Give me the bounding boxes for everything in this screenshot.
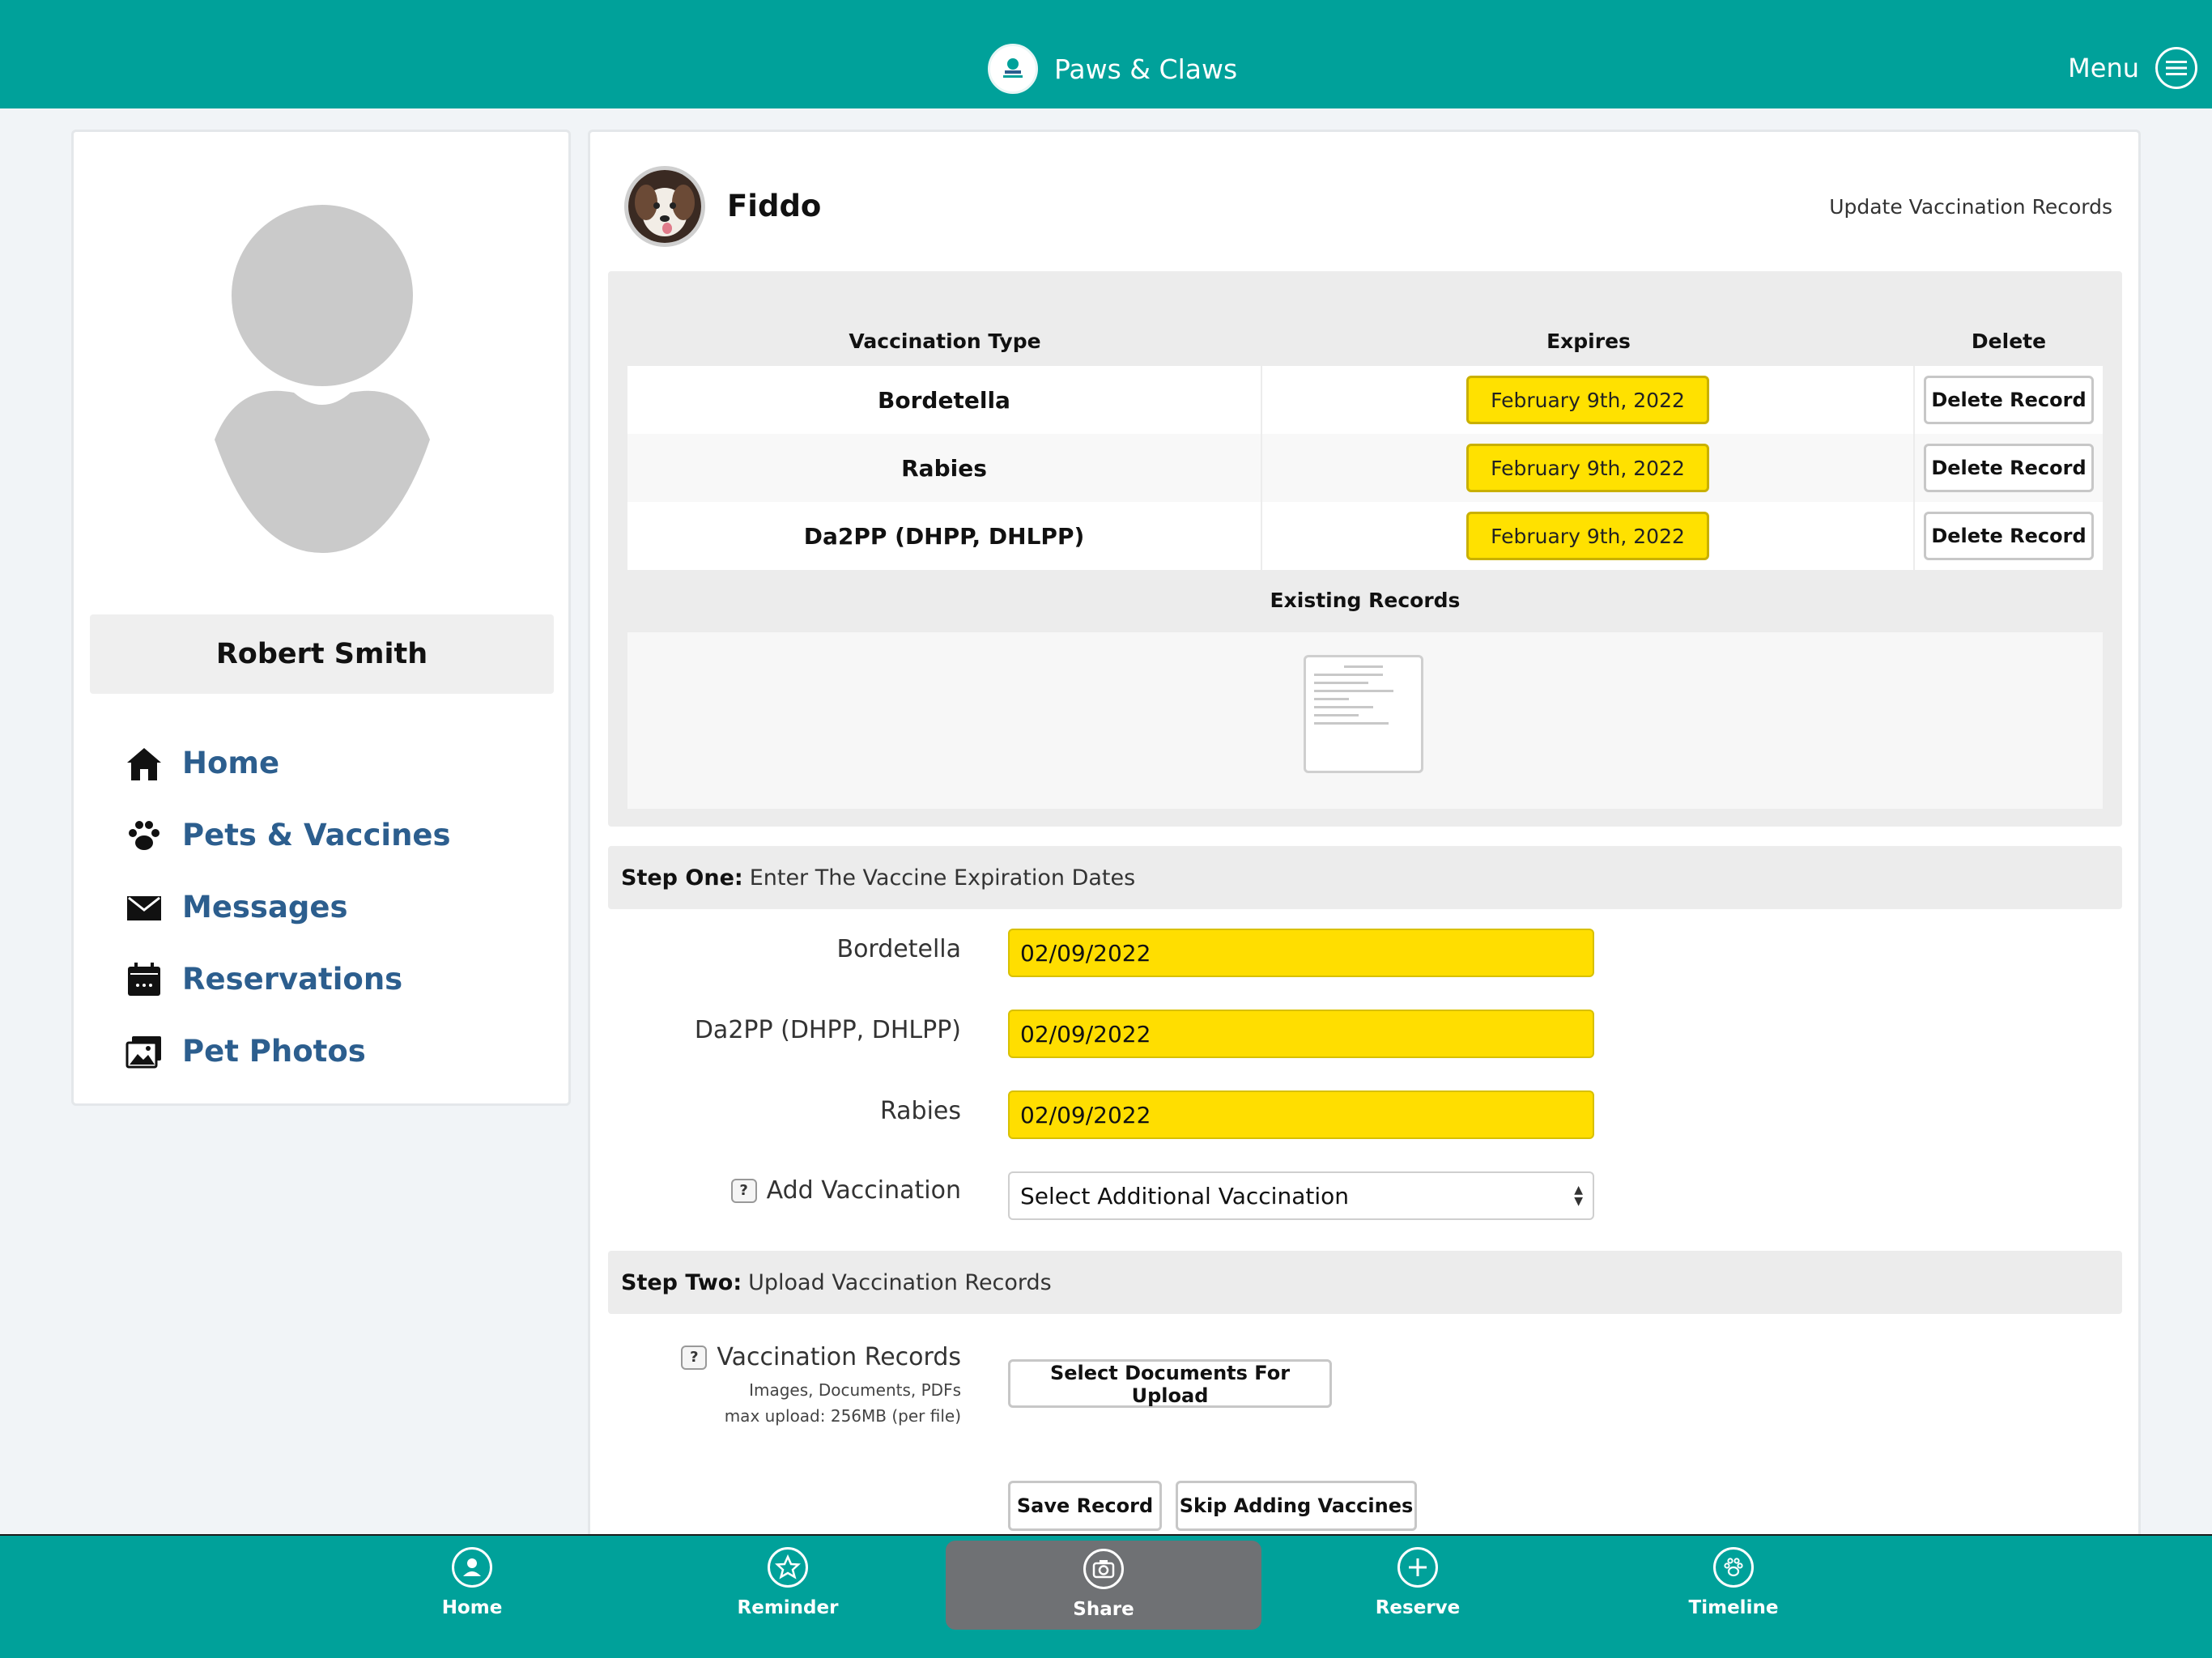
- tab-label: Home: [441, 1597, 503, 1618]
- field-label-rabies: Rabies: [879, 1097, 961, 1125]
- table-row: Rabies February 9th, 2022 Delete Record: [627, 434, 2103, 502]
- vaccination-type: Bordetella: [627, 366, 1262, 434]
- step-two-bar: Step Two: Upload Vaccination Records: [608, 1251, 2122, 1314]
- profile-card: Robert Smith Home Pets & Vaccines Messag…: [71, 130, 571, 1106]
- upload-types-note: Images, Documents, PDFs: [749, 1380, 961, 1400]
- save-record-button[interactable]: Save Record: [1008, 1481, 1162, 1531]
- select-arrows-icon: ▲ ▼: [1574, 1184, 1583, 1208]
- existing-records-title: Existing Records: [1270, 589, 1461, 612]
- vaccination-type: Da2PP (DHPP, DHLPP): [627, 502, 1262, 570]
- nav-item-home[interactable]: Home: [124, 727, 451, 799]
- photos-icon: [124, 1031, 164, 1072]
- add-vaccination-text: Add Vaccination: [766, 1176, 961, 1205]
- expiry-date: February 9th, 2022: [1466, 444, 1709, 492]
- step-one-label: Step One:: [621, 865, 743, 891]
- help-icon[interactable]: ?: [681, 1345, 708, 1370]
- existing-records-box: [627, 632, 2103, 809]
- pet-avatar[interactable]: [624, 166, 705, 247]
- select-documents-button[interactable]: Select Documents For Upload: [1008, 1359, 1332, 1408]
- calendar-icon: [124, 959, 164, 1000]
- column-header-delete: Delete: [1971, 329, 2047, 353]
- vaccination-table: Bordetella February 9th, 2022 Delete Rec…: [627, 366, 2103, 570]
- step-one-bar: Step One: Enter The Vaccine Expiration D…: [608, 846, 2122, 909]
- app-name: Paws & Claws: [1054, 53, 1238, 85]
- step-two-label: Step Two:: [621, 1269, 742, 1295]
- vaccination-records-panel: Vaccination Type Expires Delete Bordetel…: [608, 271, 2122, 827]
- brand[interactable]: Paws & Claws: [988, 44, 1237, 94]
- field-label-bordetella: Bordetella: [836, 935, 961, 963]
- top-header: Paws & Claws Menu: [0, 0, 2212, 108]
- menu-button[interactable]: Menu: [2068, 47, 2197, 89]
- da2pp-date-input[interactable]: 02/09/2022: [1008, 1010, 1594, 1058]
- tab-reserve[interactable]: Reserve: [1260, 1536, 1576, 1658]
- tab-label: Reserve: [1375, 1597, 1461, 1618]
- nav-item-label: Home: [182, 746, 280, 780]
- user-circle-icon: [452, 1547, 492, 1588]
- tab-reminder[interactable]: Reminder: [630, 1536, 946, 1658]
- select-value: Select Additional Vaccination: [1020, 1182, 1349, 1209]
- bottom-tab-bar: Home Reminder Share Reserve Timeline: [0, 1534, 2212, 1658]
- nav-item-label: Pets & Vaccines: [182, 818, 451, 852]
- nav-item-pet-photos[interactable]: Pet Photos: [124, 1015, 451, 1087]
- tab-label: Timeline: [1688, 1597, 1779, 1618]
- update-vaccination-records-link[interactable]: Update Vaccination Records: [1829, 195, 2112, 219]
- tab-label: Share: [1073, 1599, 1134, 1620]
- nav-item-label: Reservations: [182, 962, 403, 997]
- additional-vaccination-select[interactable]: Select Additional Vaccination ▲ ▼: [1008, 1171, 1594, 1220]
- tab-label: Reminder: [737, 1597, 839, 1618]
- paw-circle-icon: [1713, 1547, 1754, 1588]
- user-avatar-placeholder: [215, 205, 430, 553]
- nav-item-label: Pet Photos: [182, 1034, 366, 1069]
- tab-timeline[interactable]: Timeline: [1576, 1536, 1891, 1658]
- step-one-text: Enter The Vaccine Expiration Dates: [749, 865, 1136, 891]
- expiry-date: February 9th, 2022: [1466, 376, 1709, 424]
- hamburger-icon: [2155, 47, 2197, 89]
- document-thumbnail[interactable]: [1304, 655, 1423, 773]
- paw-icon: [124, 815, 164, 856]
- envelope-icon: [124, 887, 164, 928]
- nav-item-pets-vaccines[interactable]: Pets & Vaccines: [124, 799, 451, 871]
- table-row: Da2PP (DHPP, DHLPP) February 9th, 2022 D…: [627, 502, 2103, 570]
- step-two-text: Upload Vaccination Records: [748, 1269, 1052, 1295]
- menu-label: Menu: [2068, 53, 2139, 83]
- vaccination-records-text: Vaccination Records: [717, 1343, 961, 1371]
- vaccination-records-label: ? Vaccination Records: [681, 1343, 961, 1371]
- sidebar-nav: Home Pets & Vaccines Messages Reservatio…: [124, 727, 451, 1087]
- delete-record-button[interactable]: Delete Record: [1924, 376, 2094, 424]
- main-card: Fiddo Update Vaccination Records Vaccina…: [588, 130, 2141, 1538]
- vaccination-type: Rabies: [627, 434, 1262, 502]
- add-vaccination-label: ? Add Vaccination: [730, 1176, 961, 1205]
- tab-share[interactable]: Share: [946, 1541, 1261, 1630]
- skip-adding-vaccines-button[interactable]: Skip Adding Vaccines: [1176, 1481, 1417, 1531]
- field-label-da2pp: Da2PP (DHPP, DHLPP): [694, 1016, 961, 1044]
- delete-record-button[interactable]: Delete Record: [1924, 512, 2094, 560]
- app-logo: [988, 44, 1038, 94]
- upload-max-note: max upload: 256MB (per file): [724, 1406, 961, 1426]
- help-icon[interactable]: ?: [730, 1178, 757, 1203]
- expiry-date: February 9th, 2022: [1466, 512, 1709, 560]
- camera-icon: [1083, 1549, 1124, 1589]
- tab-home[interactable]: Home: [314, 1536, 630, 1658]
- nav-item-reservations[interactable]: Reservations: [124, 943, 451, 1015]
- home-icon: [124, 743, 164, 784]
- nav-item-label: Messages: [182, 890, 348, 925]
- column-header-type: Vaccination Type: [849, 329, 1041, 353]
- nav-item-messages[interactable]: Messages: [124, 871, 451, 943]
- plus-icon: [1397, 1547, 1438, 1588]
- table-row: Bordetella February 9th, 2022 Delete Rec…: [627, 366, 2103, 434]
- profile-name: Robert Smith: [90, 614, 554, 694]
- column-header-expires: Expires: [1546, 329, 1631, 353]
- pet-name: Fiddo: [727, 189, 822, 223]
- bordetella-date-input[interactable]: 02/09/2022: [1008, 929, 1594, 977]
- rabies-date-input[interactable]: 02/09/2022: [1008, 1090, 1594, 1139]
- delete-record-button[interactable]: Delete Record: [1924, 444, 2094, 492]
- star-icon: [768, 1547, 808, 1588]
